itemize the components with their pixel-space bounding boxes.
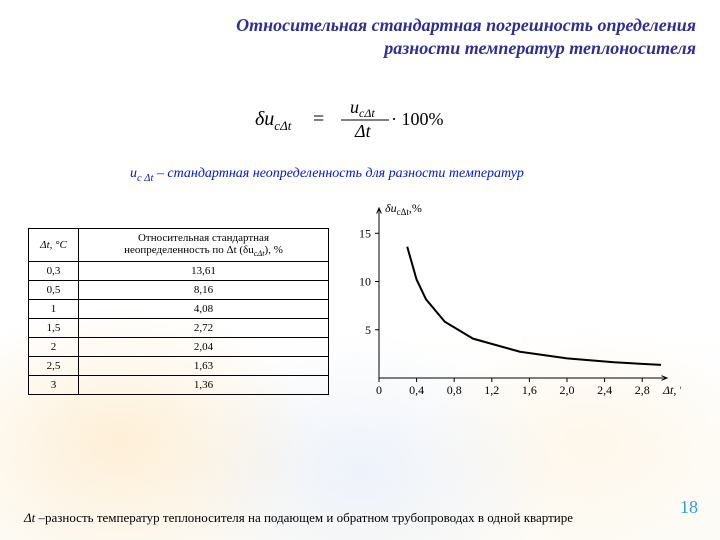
table-header-dt: Δt, °С [29,228,79,261]
formula: δucΔt = ucΔt Δt · 100% [0,95,720,150]
table-row: 31,36 [29,375,329,394]
table-header-val: Относительная стандартная неопределеннос… [79,228,329,261]
svg-text:5: 5 [365,323,371,337]
uncertainty-chart: 5 10 15 0 0,4 0,8 1,2 1,6 2,0 2,4 2,8 δucΔt,% Δt, °С [341,196,681,406]
table-row: 2,51,63 [29,356,329,375]
uc-definition: uc Δt – стандартная неопределенность для… [130,166,720,184]
svg-text:2,0: 2,0 [560,383,575,397]
table-row: 0,58,16 [29,280,329,299]
svg-text:· 100%: · 100% [391,109,444,129]
svg-text:2,8: 2,8 [635,383,650,397]
svg-text:2,4: 2,4 [597,383,612,397]
svg-text:0,4: 0,4 [409,383,424,397]
svg-text:1,6: 1,6 [522,383,537,397]
svg-text:Δt, °С: Δt, °С [662,383,681,397]
svg-text:δucΔt,%: δucΔt,% [385,201,422,217]
svg-text:10: 10 [359,274,371,288]
svg-text:ucΔt: ucΔt [350,97,375,120]
svg-text:0,8: 0,8 [447,383,462,397]
table-row: 14,08 [29,299,329,318]
svg-text:δucΔt: δucΔt [255,108,292,133]
table-row: 0,313,61 [29,261,329,280]
svg-text:Δt: Δt [354,121,372,141]
svg-text:0: 0 [376,383,382,397]
slide-title: Относительная стандартная погрешность оп… [0,0,720,59]
svg-text:15: 15 [359,226,371,240]
svg-text:=: = [313,108,324,130]
footnote: Δt –разность температур теплоносителя на… [24,510,660,526]
uncertainty-table: Δt, °С Относительная стандартная неопред… [28,228,329,395]
page-number: 18 [680,497,698,518]
table-row: 1,52,72 [29,318,329,337]
table-row: 22,04 [29,337,329,356]
svg-text:1,2: 1,2 [484,383,499,397]
